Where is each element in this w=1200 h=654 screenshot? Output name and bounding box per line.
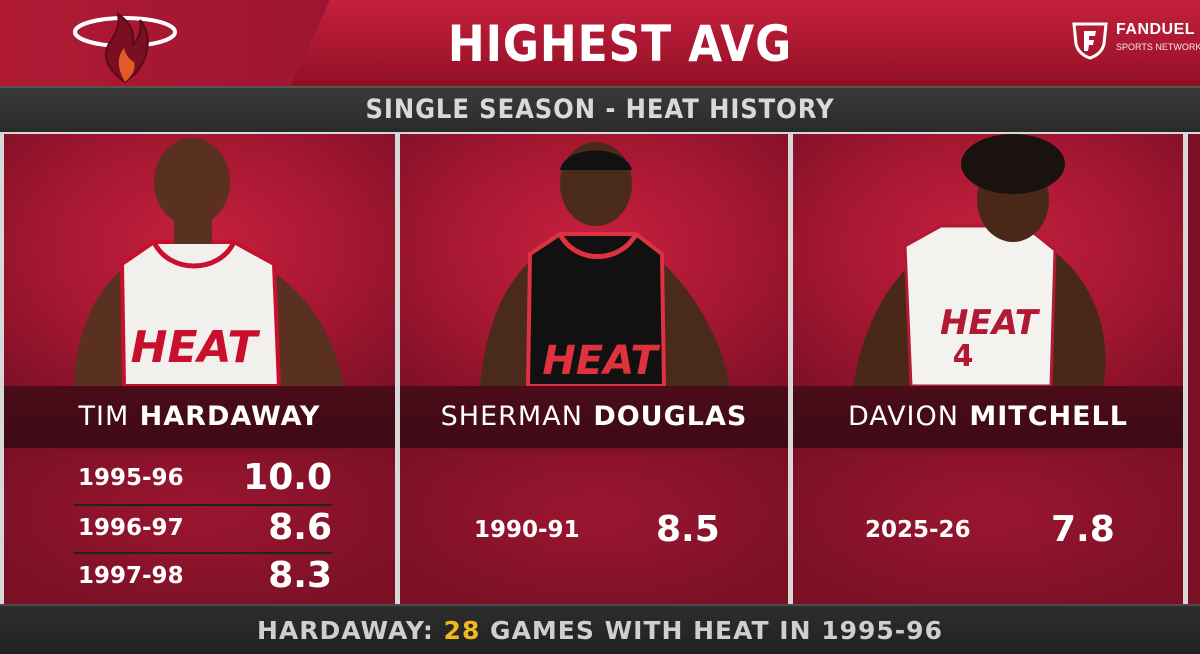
assist-average: 10.0 xyxy=(243,457,332,498)
stat-row: 1997-98 8.3 xyxy=(74,554,334,598)
assist-average: 7.8 xyxy=(1051,509,1115,550)
brand-subtitle: SPORTS NETWORK xyxy=(1116,42,1200,52)
player-last-name: MITCHELL xyxy=(969,401,1128,432)
player-photo: HEAT xyxy=(400,134,788,386)
row-divider xyxy=(74,552,332,554)
svg-text:HEAT: HEAT xyxy=(131,322,261,373)
player-figure-icon: HEAT xyxy=(74,138,344,386)
player-photo: HEAT 4 xyxy=(793,134,1183,386)
brand-name: FANDUEL xyxy=(1116,21,1196,38)
stat-row: 1995-96 10.0 xyxy=(74,456,334,500)
player-name: DAVION MITCHELL xyxy=(793,386,1183,448)
player-last-name: DOUGLAS xyxy=(593,401,748,432)
player-first-name: DAVION xyxy=(848,401,959,432)
player-card-douglas: HEAT SHERMAN DOUGLAS 1990-91 8.5 xyxy=(400,134,788,604)
player-first-name: SHERMAN xyxy=(440,401,583,432)
season-stats: 1995-96 10.0 1996-97 8.6 1997-98 8.3 xyxy=(4,452,395,604)
player-name: SHERMAN DOUGLAS xyxy=(400,386,788,448)
title-bar: HIGHEST AVG ASSISTS FANDUEL SPORTS NETWO… xyxy=(0,0,1200,149)
fanduel-brand: FANDUEL SPORTS NETWORK xyxy=(1068,18,1200,64)
subtitle-bar: SINGLE SEASON - HEAT HISTORY xyxy=(0,86,1200,132)
assist-average: 8.3 xyxy=(268,555,332,596)
player-card-hardaway: HEAT TIM HARDAWAY 1995-96 10.0 1996-97 8… xyxy=(4,134,395,604)
next-panel-edge xyxy=(1188,134,1200,604)
svg-text:4: 4 xyxy=(953,339,974,374)
heat-logo-icon xyxy=(73,11,177,84)
season-label: 1995-96 xyxy=(78,465,184,491)
player-nameplate: TIM HARDAWAY xyxy=(4,386,395,448)
svg-text:HEAT: HEAT xyxy=(542,338,660,384)
assist-average: 8.6 xyxy=(268,507,332,548)
subtitle: SINGLE SEASON - HEAT HISTORY xyxy=(365,94,835,125)
player-first-name: TIM xyxy=(78,401,130,432)
player-figure-icon: HEAT 4 xyxy=(853,134,1106,386)
footer-bar: HARDAWAY: 28 GAMES WITH HEAT IN 1995-96 xyxy=(0,604,1200,654)
season-stats: 2025-26 7.8 xyxy=(793,452,1183,604)
row-divider xyxy=(74,504,332,506)
player-photo: HEAT xyxy=(4,134,395,386)
page-title: HIGHEST AVG ASSISTS xyxy=(447,15,793,149)
footer-suffix: GAMES WITH HEAT IN 1995-96 xyxy=(480,616,943,645)
player-nameplate: SHERMAN DOUGLAS xyxy=(400,386,788,448)
season-label: 2025-26 xyxy=(865,517,971,543)
stat-row: 1996-97 8.6 xyxy=(74,506,334,550)
assist-average: 8.5 xyxy=(656,509,720,550)
player-figure-icon: HEAT xyxy=(480,142,730,386)
player-card-mitchell: HEAT 4 DAVION MITCHELL 2025-26 7.8 xyxy=(793,134,1183,604)
footer-prefix: HARDAWAY: xyxy=(257,616,444,645)
season-label: 1996-97 xyxy=(78,515,184,541)
footer-highlight: 28 xyxy=(443,616,481,645)
season-label: 1990-91 xyxy=(474,517,580,543)
player-name: TIM HARDAWAY xyxy=(4,386,395,448)
player-last-name: HARDAWAY xyxy=(139,401,321,432)
svg-text:HEAT: HEAT xyxy=(940,303,1041,343)
season-label: 1997-98 xyxy=(78,563,184,589)
footer-note: HARDAWAY: 28 GAMES WITH HEAT IN 1995-96 xyxy=(0,606,1200,654)
player-nameplate: DAVION MITCHELL xyxy=(793,386,1183,448)
season-stats: 1990-91 8.5 xyxy=(400,452,788,604)
fanduel-shield-icon xyxy=(1072,22,1108,60)
player-panels: HEAT TIM HARDAWAY 1995-96 10.0 1996-97 8… xyxy=(0,132,1200,604)
